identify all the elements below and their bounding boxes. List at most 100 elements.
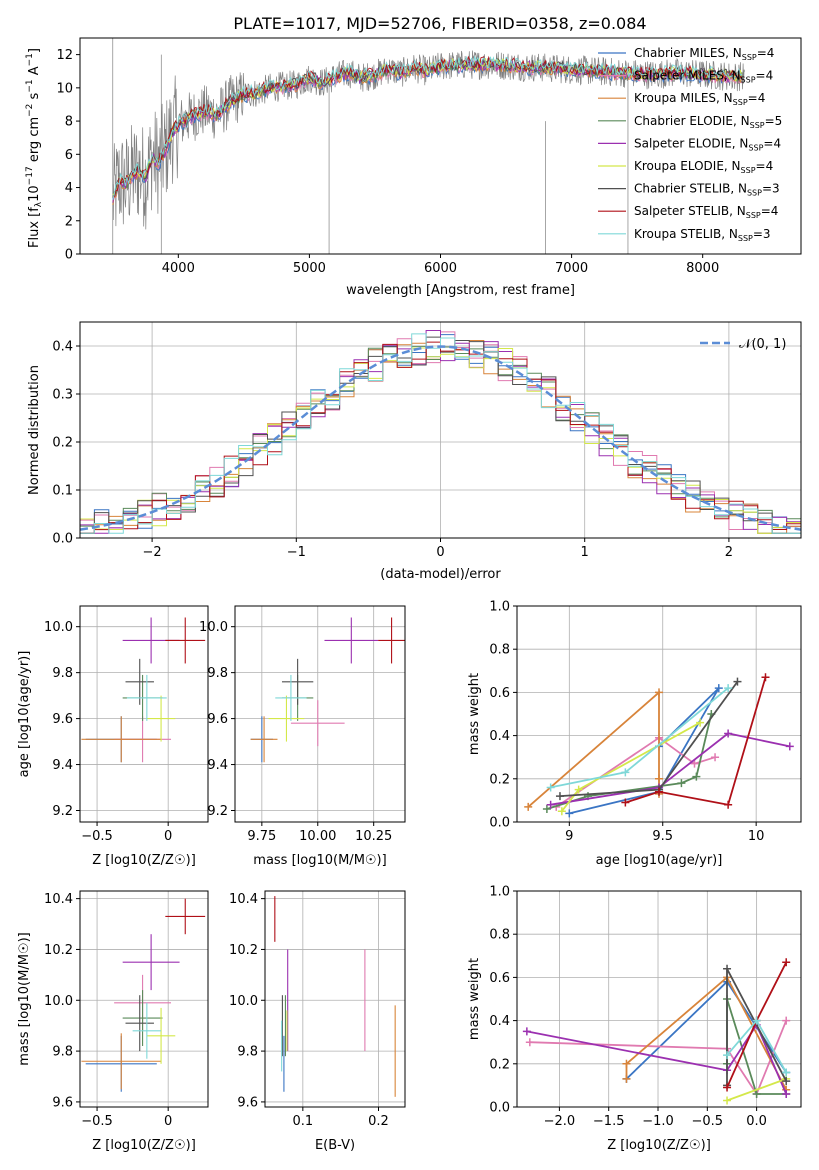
x-tick-label: −1.5 bbox=[593, 1114, 625, 1129]
panel-ylabel: mass weight bbox=[467, 958, 482, 1040]
axes-massweight-vs-Z: −2.0 −1.5 −1.0 −0.5 0.0 0.0 0.2 0.4 0.6 0.8 1.0 Z [… bbox=[467, 885, 802, 1153]
panel-ylabel: mass [log10(M/M☉)] bbox=[17, 932, 32, 1065]
mass-weight-marker bbox=[782, 958, 791, 967]
plot-area bbox=[274, 896, 396, 1097]
mass-weight-marker bbox=[621, 768, 630, 777]
x-tick-label: 10.00 bbox=[299, 829, 336, 844]
y-tick-label: 1.0 bbox=[489, 885, 510, 900]
legend-label: Salpeter ELODIE, NSSP=4 bbox=[634, 136, 781, 152]
x-tick-label: 0.2 bbox=[368, 1114, 389, 1129]
axes-frame bbox=[264, 890, 406, 1108]
legend-tail: =4 bbox=[761, 204, 779, 218]
x-tick-label: 1 bbox=[581, 545, 589, 560]
y-tick-label: 8 bbox=[65, 115, 73, 130]
legend-sub: SSP bbox=[741, 166, 756, 175]
legend-tail: =4 bbox=[757, 46, 775, 60]
panel-xlabel: age [log10(age/yr)] bbox=[596, 853, 723, 868]
mass-weight-marker bbox=[752, 1090, 761, 1099]
y-tick-label: 10.4 bbox=[229, 892, 258, 907]
y-tick-label: 0.1 bbox=[52, 484, 73, 499]
y-tick-label: 0.8 bbox=[489, 928, 510, 943]
mass-weight-marker bbox=[622, 1059, 631, 1068]
normal-legend-label: 𝒩(0, 1) bbox=[739, 337, 786, 352]
legend-sub: SSP bbox=[733, 98, 748, 107]
mass-weight-line bbox=[625, 677, 767, 806]
axes-mass-vs-ebv: 0.1 0.2 9.6 9.8 10.0 10.2 10.4 E(B-V) bbox=[229, 890, 406, 1153]
mass-weight-marker bbox=[621, 798, 630, 807]
legend-label: Kroupa MILES, NSSP=4 bbox=[634, 91, 765, 107]
plot-area bbox=[250, 617, 405, 763]
y-tick-label: 0.3 bbox=[52, 388, 73, 403]
mass-weight-marker bbox=[785, 742, 794, 751]
y-tick-label: 0 bbox=[65, 248, 73, 263]
legend-sub: SSP bbox=[741, 76, 756, 85]
panel-xlabel: Z [log10(Z/Z☉)] bbox=[92, 1138, 196, 1153]
mass-weight-marker bbox=[724, 684, 733, 693]
legend-main: Salpeter ELODIE, N bbox=[634, 136, 748, 150]
y-tick-label: 9.6 bbox=[237, 1095, 258, 1110]
legend-main: Kroupa STELIB, N bbox=[634, 227, 738, 241]
panel-xlabel: Z [log10(Z/Z☉)] bbox=[607, 1138, 711, 1153]
y-tick-label: 0.0 bbox=[489, 816, 510, 831]
legend-label: Salpeter STELIB, NSSP=4 bbox=[634, 204, 778, 220]
mass-weight-marker bbox=[782, 1068, 791, 1077]
axes-residuals: −2 −1 0 1 2 0.0 0.1 0.2 0.3 0.4 𝒩(0, 1) (data-model… bbox=[27, 321, 802, 582]
y-tick-label: 2 bbox=[65, 214, 73, 229]
legend-label: Salpeter MILES, NSSP=4 bbox=[634, 69, 773, 85]
mass-weight-marker bbox=[714, 684, 723, 693]
y-tick-label: 9.2 bbox=[207, 804, 228, 819]
y-tick-label: 9.8 bbox=[52, 666, 73, 681]
mass-weight-marker bbox=[655, 787, 663, 796]
mass-weight-marker bbox=[761, 673, 770, 682]
y-tick-label: 6 bbox=[65, 148, 73, 163]
legend-label: Chabrier ELODIE, NSSP=5 bbox=[634, 114, 782, 130]
x-tick-label: −0.5 bbox=[81, 829, 113, 844]
mass-weight-marker bbox=[522, 1027, 531, 1036]
y-tick-label: 0.0 bbox=[489, 1101, 510, 1116]
mass-weight-marker bbox=[692, 772, 701, 781]
legend-label: Chabrier STELIB, NSSP=3 bbox=[634, 182, 780, 198]
x-tick-label: 9.75 bbox=[247, 829, 276, 844]
mass-weight-marker bbox=[574, 785, 583, 794]
axes-frame bbox=[516, 605, 802, 823]
legend-main: Salpeter MILES, N bbox=[634, 69, 741, 83]
mass-weight-marker bbox=[555, 792, 564, 801]
mass-weight-marker bbox=[723, 964, 732, 973]
mass-weight-line bbox=[550, 732, 790, 806]
legend-main: Kroupa ELODIE, N bbox=[634, 159, 741, 173]
legend-sub: SSP bbox=[748, 143, 763, 152]
y-tick-label: 9.6 bbox=[207, 712, 228, 727]
y-tick-label: 10.0 bbox=[44, 994, 73, 1009]
residual-ylabel: Normed distribution bbox=[27, 365, 42, 495]
legend-sub: SSP bbox=[750, 121, 765, 130]
y-tick-label: 9.8 bbox=[52, 1045, 73, 1060]
y-tick-label: 0.6 bbox=[489, 971, 510, 986]
histogram-step-line bbox=[80, 333, 801, 534]
x-tick-label: −1.0 bbox=[642, 1114, 674, 1129]
x-tick-label: 5000 bbox=[293, 261, 326, 276]
panel-ylabel: age [log10(age/yr)] bbox=[17, 651, 32, 778]
y-tick-label: 10 bbox=[56, 81, 73, 96]
legend-tail: =4 bbox=[756, 159, 774, 173]
y-tick-label: 10.4 bbox=[44, 892, 73, 907]
legend-tail: =5 bbox=[765, 114, 783, 128]
mass-weight-marker bbox=[542, 805, 551, 814]
legend-label: Chabrier MILES, NSSP=4 bbox=[634, 46, 774, 62]
mass-weight-line bbox=[526, 1022, 788, 1095]
axes-mass-vs-Z: −0.5 0 9.6 9.8 10.0 10.2 10.4 Z [log10(Z/Z☉)] ma… bbox=[17, 890, 209, 1153]
panel-xlabel: mass [log10(M/M☉)] bbox=[253, 853, 386, 868]
legend-tail: =4 bbox=[748, 91, 766, 105]
spectrum-model-line bbox=[112, 55, 743, 201]
y-tick-label: 0.2 bbox=[52, 436, 73, 451]
x-tick-label: 10 bbox=[748, 829, 765, 844]
y-tick-label: 9.8 bbox=[207, 666, 228, 681]
y-tick-label: 9.2 bbox=[52, 804, 73, 819]
mass-weight-marker bbox=[711, 753, 720, 762]
mass-weight-marker bbox=[655, 688, 663, 697]
x-tick-label: 2 bbox=[725, 545, 733, 560]
mass-weight-marker bbox=[724, 729, 733, 738]
legend-main: Salpeter STELIB, N bbox=[634, 204, 746, 218]
mass-weight-marker bbox=[724, 800, 733, 809]
plot-area bbox=[81, 898, 206, 1092]
